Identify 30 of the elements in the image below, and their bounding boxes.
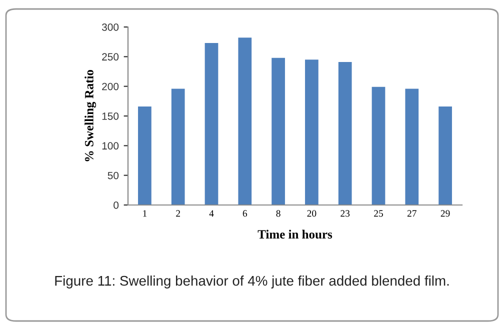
x-tick-label: 8 xyxy=(276,210,280,217)
bar xyxy=(238,38,252,205)
y-tick-label: 0 xyxy=(114,202,119,209)
y-tick-label: 200 xyxy=(102,82,119,90)
y-axis-title: % Swelling Ratio xyxy=(84,70,96,162)
x-tick-label: 2 xyxy=(176,210,180,217)
y-tick-label: 50 xyxy=(108,172,119,180)
y-tick-label: 250 xyxy=(102,53,119,61)
bar xyxy=(438,106,452,205)
bar xyxy=(305,60,318,205)
bar xyxy=(372,86,386,205)
x-tick-label: 29 xyxy=(440,210,450,217)
y-tick-label: 100 xyxy=(102,142,119,150)
x-tick-label: 23 xyxy=(340,210,350,217)
y-tick-label: 300 xyxy=(102,24,119,31)
x-tick-label: 4 xyxy=(209,210,214,217)
bar xyxy=(405,88,419,205)
x-tick-label: 1 xyxy=(143,210,147,217)
bar xyxy=(204,43,218,205)
y-tick-label: 150 xyxy=(102,112,119,120)
bar xyxy=(171,88,185,205)
x-tick-label: 27 xyxy=(407,210,416,217)
x-tick-label: 25 xyxy=(374,210,383,217)
bar xyxy=(272,58,285,205)
bar xyxy=(338,62,352,205)
bar xyxy=(138,106,152,205)
x-tick-label: 6 xyxy=(242,210,248,217)
x-tick-label: 20 xyxy=(307,210,316,217)
caption: Figure 11: Swelling behavior of 4% jute fiber added blended film. xyxy=(55,276,449,288)
x-axis-title: Time in hours xyxy=(258,230,332,239)
